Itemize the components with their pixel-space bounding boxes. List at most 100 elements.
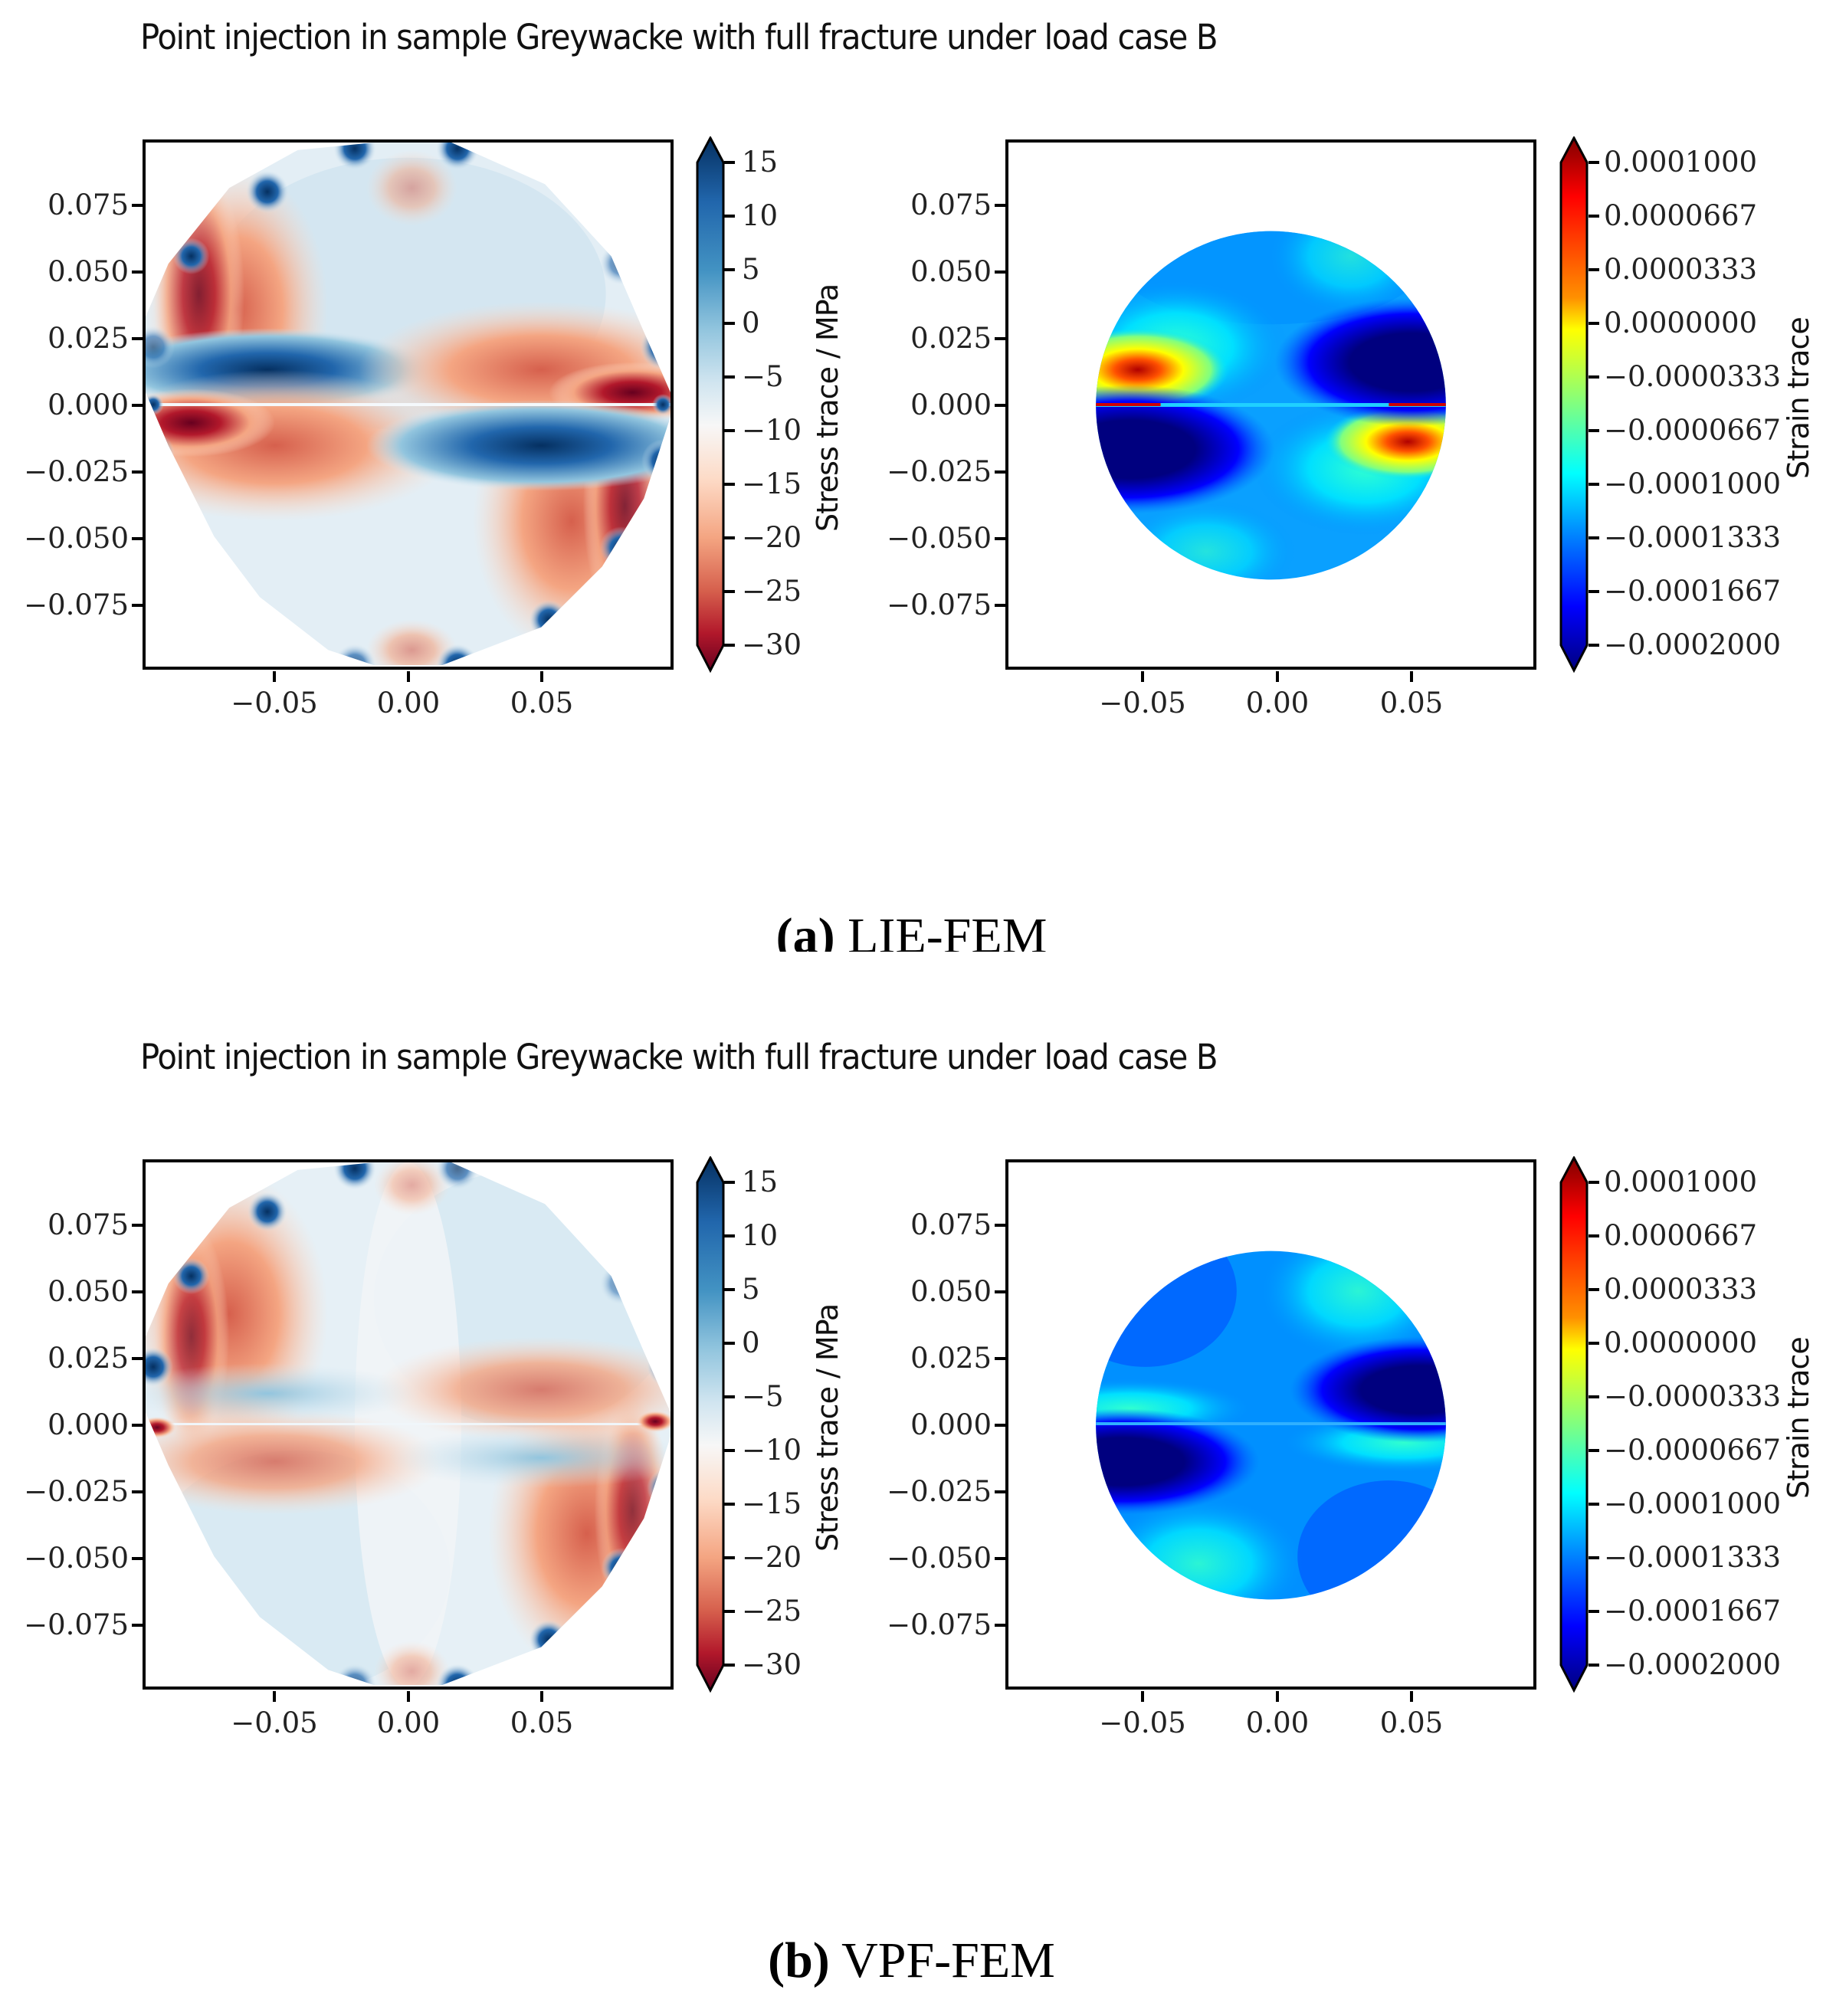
xtick: [407, 671, 410, 682]
xtick-label: 0.00: [376, 1706, 441, 1739]
cbar-tick: [724, 268, 735, 271]
ytick-label: 0.000: [48, 1408, 129, 1441]
stress-field-plot: [146, 143, 671, 666]
cbar-tick: [724, 1234, 735, 1237]
ytick: [132, 1290, 143, 1293]
xtick: [1276, 671, 1279, 682]
xtick-label: 0.00: [1245, 1706, 1310, 1739]
cbar-tick-label: −0.0001333: [1604, 1541, 1782, 1574]
panel-b: Point injection in sample Greywacke with…: [0, 1020, 1823, 2016]
xtick: [1276, 1691, 1279, 1702]
cbar-tick: [1589, 1234, 1599, 1237]
cbar-tick-label: 10: [742, 1219, 779, 1252]
strain-field-plot: [1096, 1251, 1446, 1600]
xtick-label: 0.05: [1379, 687, 1444, 720]
strain-colorbar-label: Strain trace: [1782, 1337, 1815, 1499]
ytick-label: −0.075: [24, 1608, 129, 1641]
strain-colorbar-label: Strain trace: [1782, 317, 1815, 479]
cbar-tick-label: 0.0001000: [1604, 1165, 1758, 1198]
stress-heatmap-axes: [143, 1159, 674, 1690]
ytick-label: −0.075: [887, 1608, 992, 1641]
ytick: [132, 604, 143, 607]
ytick-label: 0.075: [48, 1208, 129, 1241]
xtick-label: 0.00: [1245, 687, 1310, 720]
cbar-tick: [724, 1395, 735, 1398]
strain-colorbar: [1559, 136, 1589, 673]
xtick-label: 0.05: [510, 1706, 574, 1739]
panel-a: Point injection in sample Greywacke with…: [0, 0, 1823, 996]
cbar-tick: [724, 215, 735, 218]
ytick: [995, 1557, 1005, 1560]
cbar-tick: [1589, 483, 1599, 486]
stress-colorbar-label: Stress trace / MPa: [811, 1303, 844, 1552]
ytick-label: 0.050: [910, 1275, 992, 1308]
cbar-tick: [1589, 1664, 1599, 1667]
caption-a-clip: (a) LIE-FEM: [0, 904, 1823, 952]
cbar-tick-label: −25: [742, 575, 802, 608]
caption-text: VPF-FEM: [841, 1932, 1055, 1988]
ytick: [995, 537, 1005, 540]
cbar-tick: [1589, 590, 1599, 593]
ytick-label: 0.075: [48, 188, 129, 221]
ytick-label: −0.025: [887, 455, 992, 488]
ytick-label: −0.025: [24, 455, 129, 488]
xtick-label: −0.05: [1099, 687, 1186, 720]
cbar-tick: [1589, 644, 1599, 647]
ytick-label: 0.025: [910, 1342, 992, 1375]
ytick: [995, 337, 1005, 340]
cbar-tick: [1589, 322, 1599, 325]
cbar-tick: [724, 1288, 735, 1291]
cbar-tick-label: −0.0001000: [1604, 467, 1782, 500]
xtick: [1141, 671, 1144, 682]
cbar-tick-label: 15: [742, 1165, 779, 1198]
ytick-label: 0.050: [48, 1275, 129, 1308]
cbar-tick: [724, 1181, 735, 1184]
ytick: [995, 1490, 1005, 1493]
ytick-label: 0.000: [48, 388, 129, 421]
cbar-tick: [1589, 215, 1599, 218]
cbar-tick-label: −15: [742, 1487, 802, 1520]
cbar-tick-label: −0.0001000: [1604, 1487, 1782, 1520]
cbar-tick-label: −0.0000667: [1604, 1434, 1782, 1467]
ytick: [995, 1224, 1005, 1227]
ytick-label: −0.050: [887, 522, 992, 555]
cbar-tick-label: −0.0001667: [1604, 575, 1782, 608]
cbar-tick-label: −0.0000333: [1604, 1380, 1782, 1413]
ytick-label: 0.000: [910, 388, 992, 421]
cbar-tick: [724, 429, 735, 432]
ytick: [995, 1357, 1005, 1360]
cbar-tick-label: 0.0000333: [1604, 1273, 1758, 1306]
ytick-label: 0.025: [48, 1342, 129, 1375]
ytick: [995, 404, 1005, 407]
cbar-tick-label: 5: [742, 1273, 760, 1306]
ytick: [132, 1424, 143, 1427]
cbar-tick: [1589, 1288, 1599, 1291]
strain-colorbar: [1559, 1156, 1589, 1693]
cbar-tick: [724, 1503, 735, 1506]
cbar-tick-label: 0.0001000: [1604, 146, 1758, 179]
xtick: [273, 1691, 276, 1702]
strain-heatmap-axes: [1005, 139, 1536, 670]
stress-field-plot: [146, 1162, 671, 1686]
cbar-tick-label: −0.0000667: [1604, 414, 1782, 447]
xtick-label: −0.05: [231, 1706, 318, 1739]
cbar-tick-label: 0.0000000: [1604, 306, 1758, 339]
cbar-tick-label: −20: [742, 1541, 802, 1574]
xtick-label: −0.05: [231, 687, 318, 720]
ytick: [995, 1624, 1005, 1627]
xtick: [407, 1691, 410, 1702]
cbar-tick: [724, 483, 735, 486]
xtick-label: 0.05: [510, 687, 574, 720]
caption-label: (a): [775, 908, 835, 952]
cbar-tick: [1589, 268, 1599, 271]
ytick-label: 0.025: [48, 322, 129, 355]
cbar-tick: [724, 161, 735, 164]
ytick-label: 0.000: [910, 1408, 992, 1441]
ytick: [132, 1557, 143, 1560]
ytick-label: −0.025: [887, 1475, 992, 1508]
strain-heatmap-axes: [1005, 1159, 1536, 1690]
cbar-tick: [1589, 1181, 1599, 1184]
cbar-tick: [724, 536, 735, 539]
cbar-tick-label: 0: [742, 1326, 760, 1359]
stress-heatmap-axes: [143, 139, 674, 670]
